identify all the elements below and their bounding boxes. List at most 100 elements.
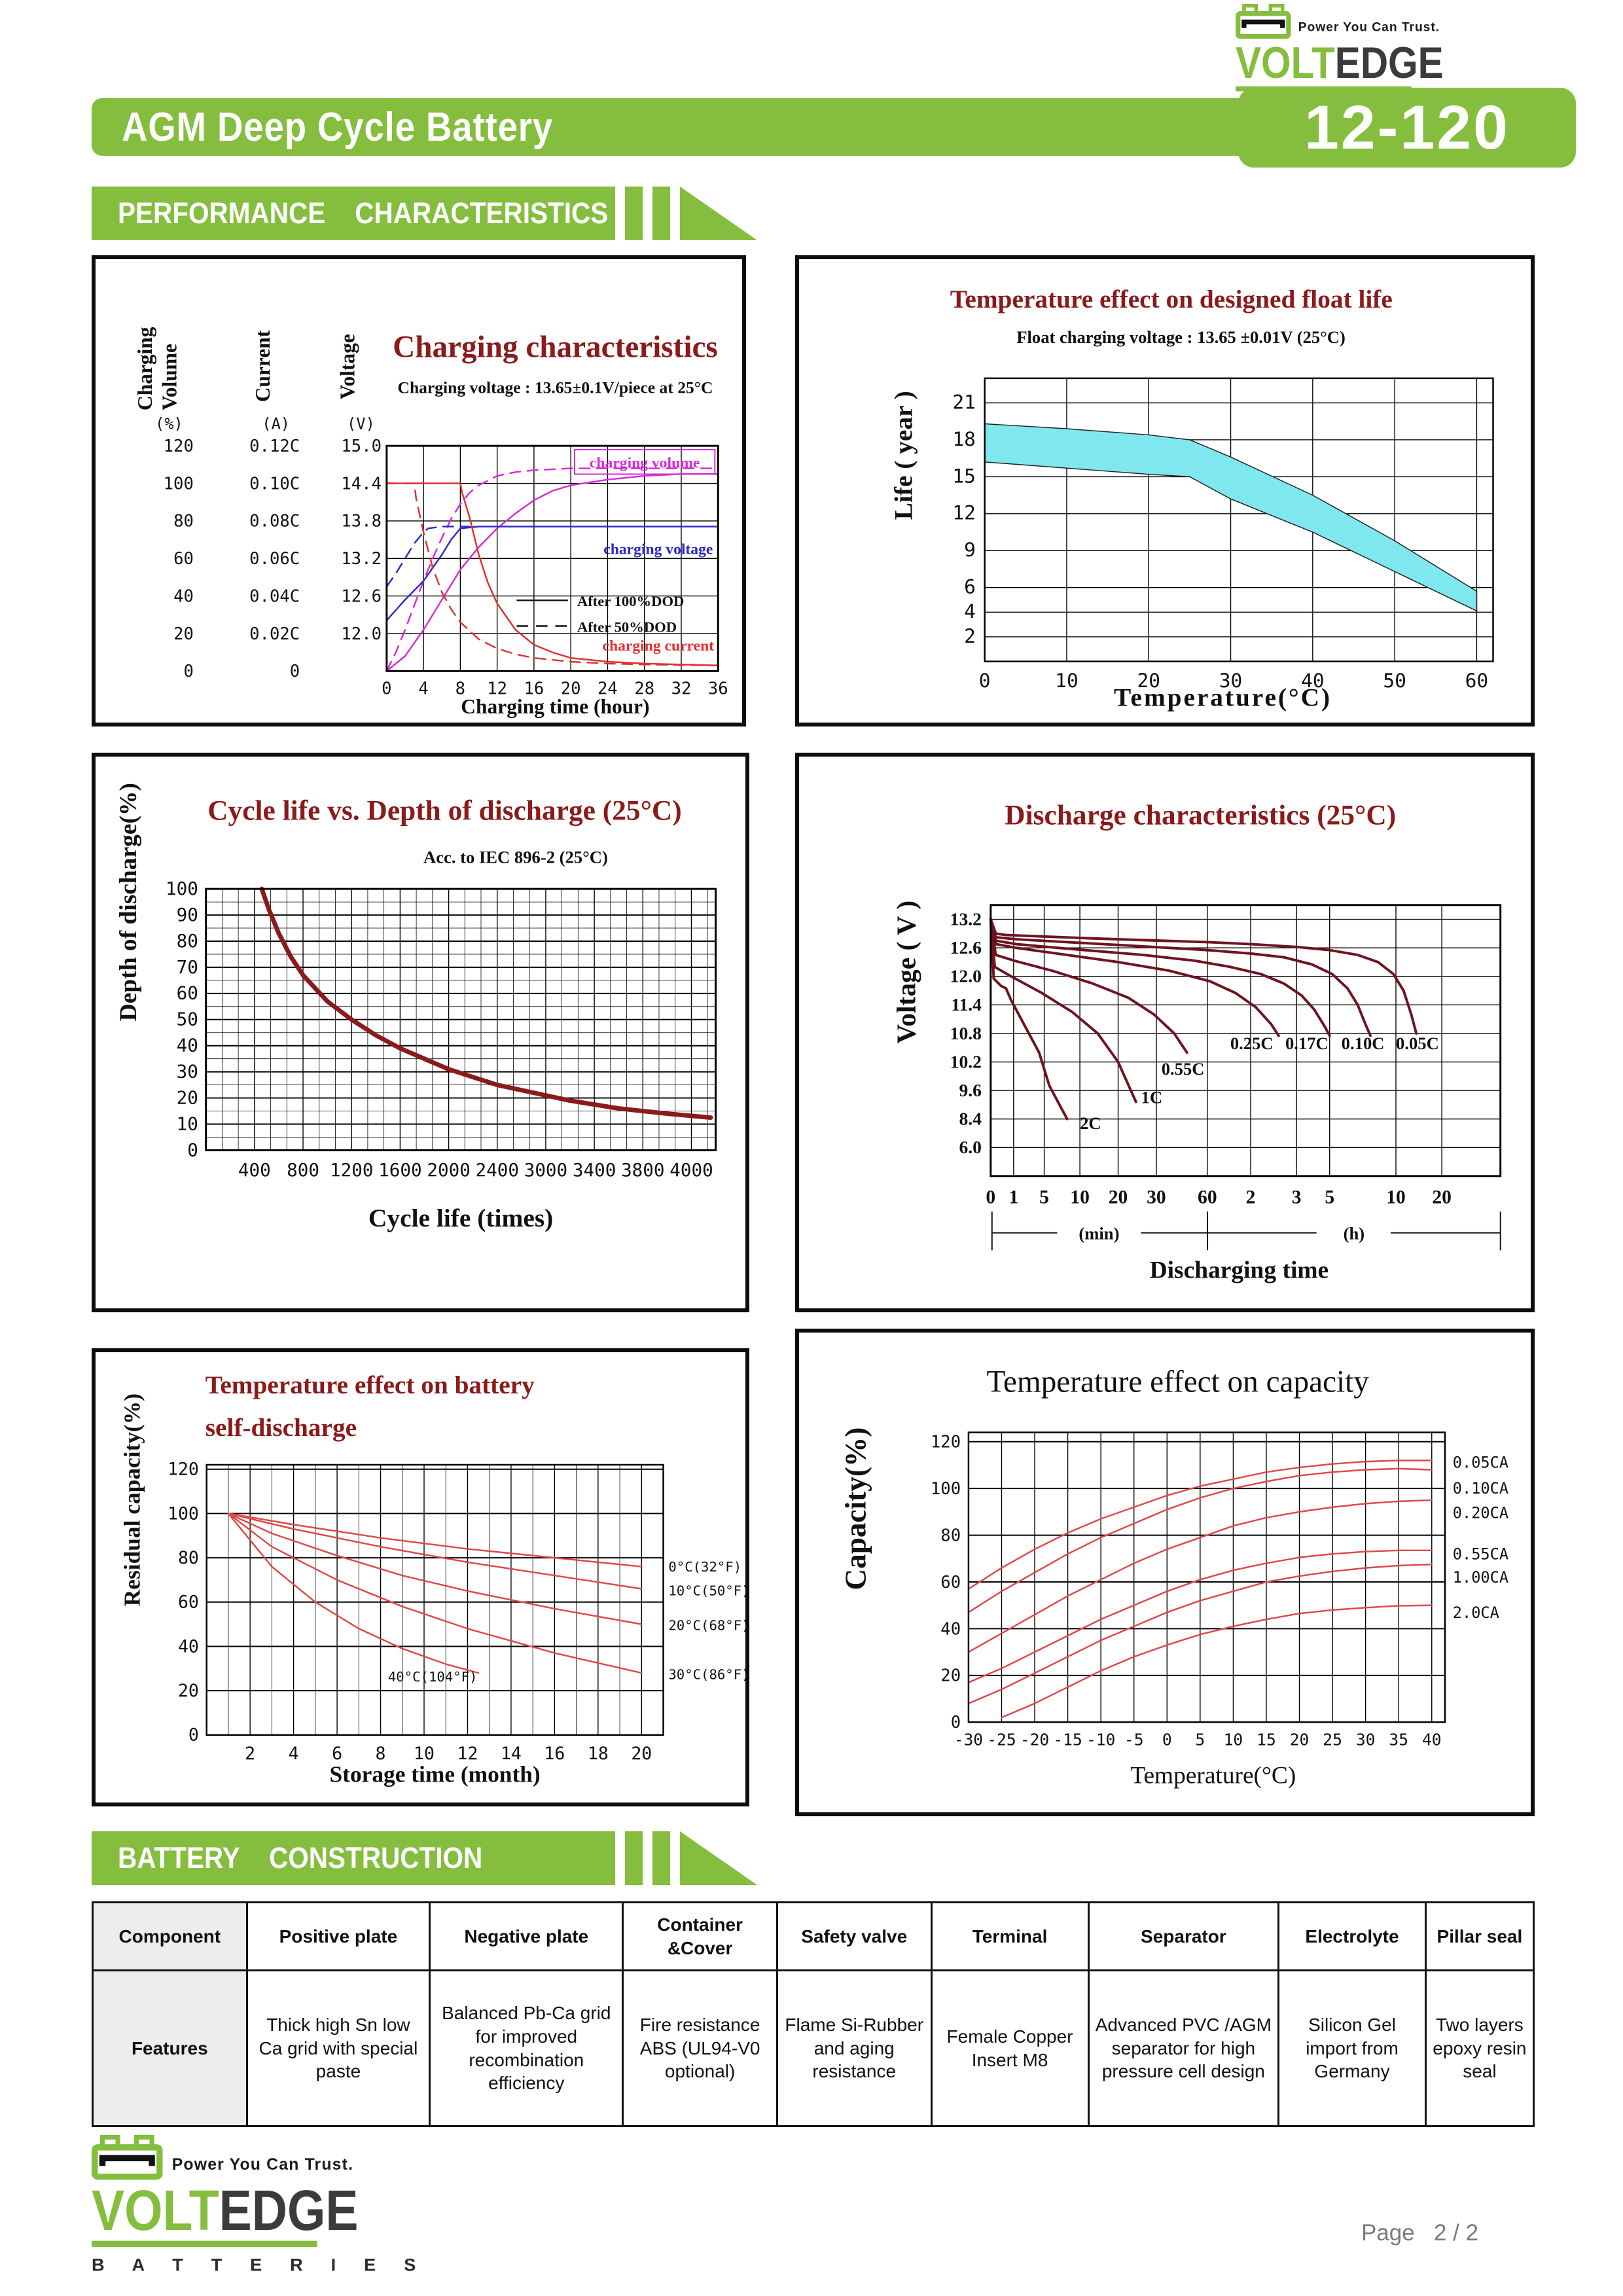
- svg-text:3800: 3800: [621, 1159, 664, 1181]
- svg-text:40: 40: [173, 586, 194, 606]
- performance-section-header: PERFORMANCE CHARACTERISTICS: [92, 187, 757, 240]
- logo-tagline: Power You Can Trust.: [171, 2155, 354, 2174]
- svg-text:-25: -25: [987, 1731, 1016, 1749]
- svg-text:6.0: 6.0: [959, 1137, 982, 1157]
- svg-text:5: 5: [1195, 1731, 1205, 1749]
- svg-text:13.2: 13.2: [341, 549, 382, 569]
- svg-text:2000: 2000: [427, 1159, 470, 1181]
- svg-text:30: 30: [1356, 1731, 1376, 1749]
- svg-text:Temperature effect on capacity: Temperature effect on capacity: [986, 1365, 1369, 1399]
- logo-edge: EDGE: [1334, 37, 1444, 88]
- svg-text:0.06C: 0.06C: [249, 549, 300, 569]
- svg-text:25: 25: [1323, 1731, 1342, 1749]
- product-title: AGM Deep Cycle Battery: [122, 104, 554, 150]
- svg-text:0: 0: [188, 1725, 199, 1746]
- logo-wordmark: VOLTEDGE: [1236, 41, 1444, 85]
- svg-text:80: 80: [177, 930, 198, 952]
- svg-text:0: 0: [382, 679, 391, 699]
- svg-text:-5: -5: [1124, 1731, 1144, 1749]
- page-number-label: Page: [1361, 2220, 1415, 2246]
- table-row-label-features: Features: [92, 1969, 248, 2127]
- svg-text:10: 10: [1055, 670, 1079, 692]
- svg-text:40: 40: [940, 1619, 961, 1639]
- svg-text:30°C(86°F): 30°C(86°F): [668, 1666, 745, 1682]
- footer-logo: Power You Can Trust. VOLTEDGE B A T T E …: [92, 2135, 416, 2276]
- svg-text:60: 60: [173, 549, 194, 569]
- svg-text:40°C(104°F): 40°C(104°F): [388, 1669, 478, 1685]
- svg-text:60: 60: [940, 1573, 961, 1592]
- svg-text:Life ( year ): Life ( year ): [889, 391, 918, 520]
- svg-text:10: 10: [1386, 1187, 1406, 1208]
- svg-text:100: 100: [931, 1479, 961, 1499]
- svg-text:Cycle life vs. Depth of discha: Cycle life vs. Depth of discharge (25°C): [207, 795, 681, 827]
- svg-text:9: 9: [964, 539, 976, 561]
- battery-icon: [92, 2135, 163, 2183]
- svg-text:60: 60: [177, 982, 198, 1004]
- svg-text:35: 35: [1389, 1731, 1408, 1749]
- svg-text:2: 2: [245, 1744, 255, 1764]
- feature-pillar-seal: Two layers epoxy resin seal: [1424, 1969, 1535, 2127]
- svg-text:20: 20: [177, 1086, 198, 1108]
- svg-text:100: 100: [164, 474, 194, 493]
- svg-text:40: 40: [178, 1636, 199, 1657]
- svg-text:40: 40: [177, 1035, 198, 1056]
- svg-text:32: 32: [671, 679, 692, 699]
- table-header-component: Component: [92, 1901, 248, 1971]
- svg-text:8.4: 8.4: [959, 1109, 982, 1129]
- svg-text:1: 1: [1008, 1187, 1018, 1208]
- table-header-negative-plate: Negative plate: [429, 1901, 624, 1971]
- svg-text:Temperature effect on designed: Temperature effect on designed float lif…: [950, 285, 1393, 314]
- svg-text:10: 10: [414, 1744, 435, 1764]
- svg-text:0: 0: [290, 662, 300, 681]
- page-number: Page 2 / 2: [1361, 2220, 1478, 2246]
- svg-text:-20: -20: [1020, 1731, 1049, 1749]
- construction-section-label: BATTERY CONSTRUCTION: [118, 1841, 483, 1874]
- table-header-electrolyte: Electrolyte: [1277, 1901, 1427, 1971]
- svg-text:80: 80: [178, 1548, 199, 1568]
- decor-triangle: [680, 187, 757, 240]
- performance-section-label: PERFORMANCE CHARACTERISTICS: [118, 196, 609, 230]
- svg-text:0.55CA: 0.55CA: [1453, 1545, 1508, 1563]
- svg-text:Voltage: Voltage: [336, 334, 359, 399]
- svg-text:0.05CA: 0.05CA: [1453, 1454, 1508, 1472]
- svg-text:After 100%DOD: After 100%DOD: [577, 593, 684, 609]
- feature-separator: Advanced PVC /AGM separator for high pre…: [1087, 1969, 1280, 2127]
- svg-text:12.0: 12.0: [950, 966, 982, 986]
- svg-text:3000: 3000: [524, 1159, 567, 1181]
- svg-text:After 50%DOD: After 50%DOD: [577, 619, 677, 635]
- svg-text:Current: Current: [251, 330, 274, 402]
- svg-text:80: 80: [173, 512, 194, 531]
- svg-text:5: 5: [1039, 1187, 1049, 1208]
- feature-terminal: Female Copper Insert M8: [930, 1969, 1090, 2127]
- decor-triangle: [680, 1831, 757, 1885]
- svg-text:charging volume: charging volume: [590, 455, 700, 472]
- table-header-positive-plate: Positive plate: [245, 1901, 431, 1971]
- svg-text:8: 8: [376, 1744, 386, 1764]
- svg-text:50: 50: [177, 1009, 198, 1030]
- chart-box-float-life: 0 10 20 30 40 50 60 2 4 6 9 12 15 18 21 Temperature eff…: [795, 255, 1535, 726]
- svg-text:10°C(50°F): 10°C(50°F): [668, 1583, 745, 1599]
- feature-negative-plate: Balanced Pb-Ca grid for improved recombi…: [429, 1969, 624, 2127]
- chart-box-discharge: 0 1 5 10 20 30 60 2 3 5 10 20 13.2 12.6 12.0 11.4 10.8 10…: [795, 753, 1535, 1312]
- svg-text:2: 2: [964, 625, 976, 647]
- svg-text:Discharging time: Discharging time: [1150, 1257, 1329, 1284]
- svg-text:120: 120: [164, 437, 194, 456]
- svg-text:10.2: 10.2: [950, 1051, 982, 1071]
- chart-box-self-discharge: 2 4 6 8 10 12 14 16 18 20 0 20 40 60 80 100 120 Temperatu…: [92, 1348, 750, 1806]
- svg-text:(h): (h): [1344, 1224, 1365, 1244]
- svg-text:10: 10: [1224, 1731, 1243, 1749]
- logo-tagline: Power You Can Trust.: [1298, 20, 1440, 34]
- svg-text:12: 12: [487, 679, 507, 699]
- svg-text:21: 21: [952, 391, 976, 413]
- svg-text:20: 20: [631, 1744, 652, 1764]
- svg-text:Temperature effect on battery: Temperature effect on battery: [205, 1371, 535, 1399]
- svg-text:-10: -10: [1086, 1731, 1115, 1749]
- performance-section-bar: PERFORMANCE CHARACTERISTICS: [92, 187, 615, 240]
- svg-text:Charging characteristics: Charging characteristics: [393, 330, 718, 364]
- svg-text:18: 18: [588, 1744, 609, 1764]
- svg-text:4: 4: [964, 600, 976, 622]
- svg-text:24: 24: [597, 679, 618, 699]
- svg-text:0: 0: [1162, 1731, 1172, 1749]
- svg-text:charging voltage: charging voltage: [603, 541, 713, 558]
